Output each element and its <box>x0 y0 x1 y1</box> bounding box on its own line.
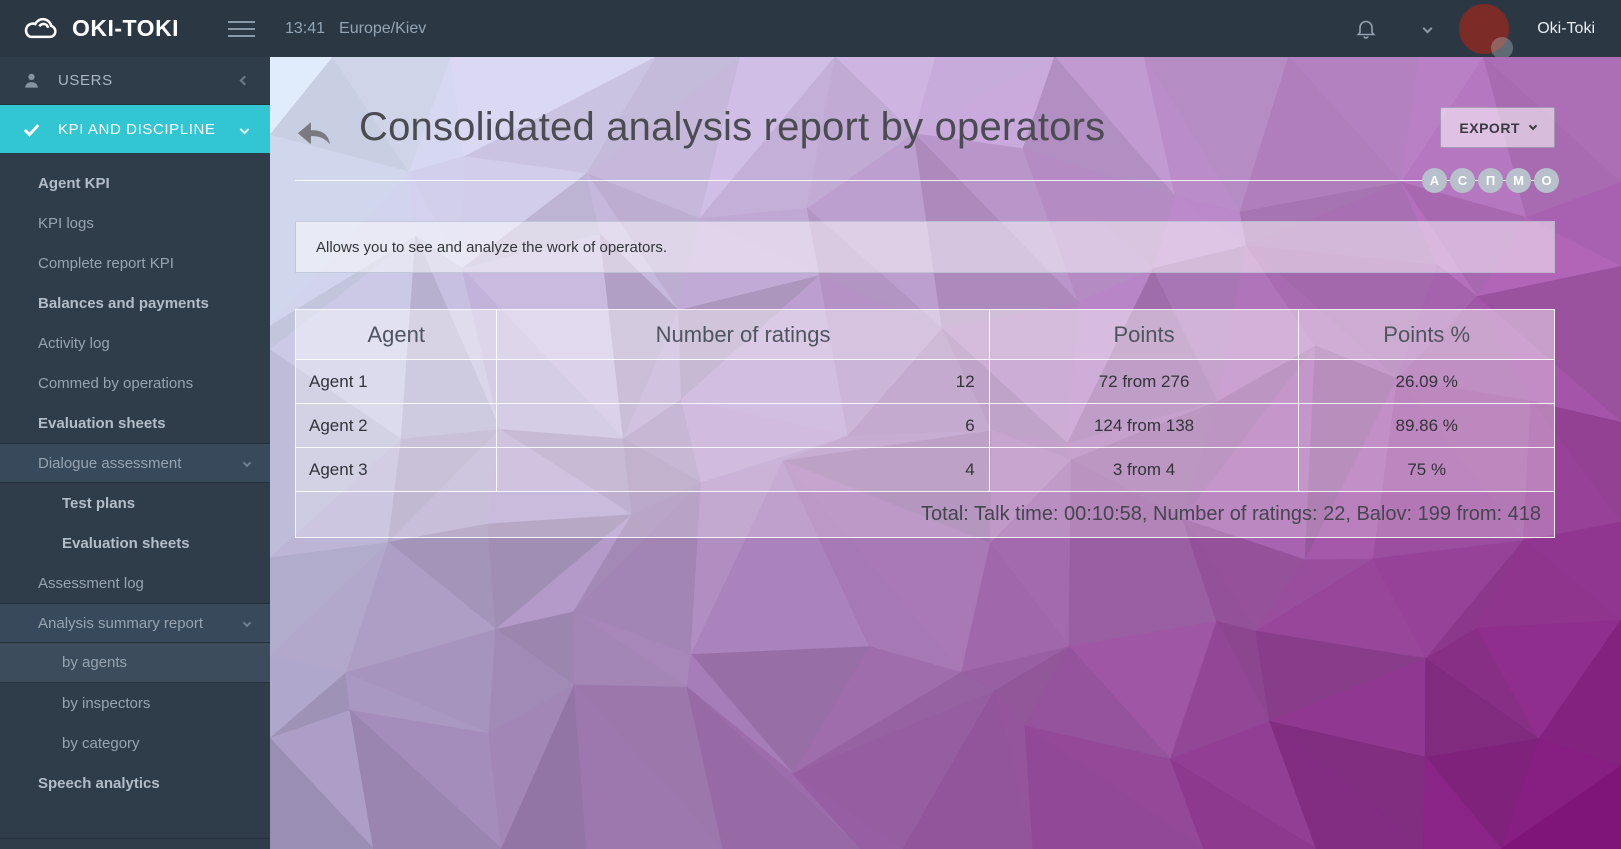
table-row: Agent 2 6 124 from 138 89.86 % <box>294 403 1555 448</box>
sidebar-item-analysis-summary-report[interactable]: Analysis summary report <box>0 603 270 643</box>
user-avatar[interactable] <box>1459 3 1514 59</box>
sidebar-item-test-plans[interactable]: Test plans <box>0 483 270 523</box>
sidebar-item-speech-analytics[interactable]: Speech analytics <box>0 763 270 803</box>
clock-timezone: Europe/Kiev <box>339 19 427 37</box>
sidebar-item-label: Assessment log <box>38 574 144 592</box>
sidebar-item-label: Test plans <box>62 494 136 512</box>
sidebar-item-label: Dialogue assessment <box>38 454 182 472</box>
sidebar-item-label: Complete report KPI <box>38 254 174 272</box>
sidebar-item-complete-report-kpi[interactable]: Complete report KPI <box>0 243 270 283</box>
notifications-bell-icon[interactable] <box>1354 17 1378 41</box>
user-menu-chevron-icon[interactable] <box>1422 23 1433 34</box>
column-header-number-of-ratings[interactable]: Number of ratings <box>496 309 990 360</box>
cell-points-percent: 89.86 % <box>1298 403 1555 448</box>
sidebar-item-agent-kpi[interactable]: Agent KPI <box>0 163 270 203</box>
sidebar-item-kpi-logs[interactable]: KPI logs <box>0 203 270 243</box>
sidebar-section-kpi-and-discipline[interactable]: KPI AND DISCIPLINE <box>0 105 270 153</box>
title-rule: А С П М О <box>295 168 1559 194</box>
sidebar-item-label: by agents <box>62 654 128 671</box>
chevron-down-icon <box>242 618 252 628</box>
chevron-down-icon <box>242 458 252 468</box>
sidebar-item-balances-and-payments[interactable]: Balances and payments <box>0 283 270 323</box>
column-header-points[interactable]: Points <box>988 309 1300 360</box>
column-header-points-percent[interactable]: Points % <box>1298 309 1555 360</box>
report-tab-badges: А С П М О <box>1422 168 1559 193</box>
report-tab-badge[interactable]: А <box>1422 168 1447 193</box>
cloud-logo-icon <box>24 17 57 38</box>
report-tab-badge[interactable]: С <box>1450 168 1475 193</box>
sidebar-item-label: Balances and payments <box>38 294 209 312</box>
brand: OKI-TOKI <box>0 15 270 42</box>
sidebar-item-label: Activity log <box>38 334 110 352</box>
cell-points: 72 from 276 <box>988 359 1300 404</box>
user-icon <box>25 73 38 88</box>
cell-points: 124 from 138 <box>988 403 1300 448</box>
clock-time: 13:41 <box>285 19 326 37</box>
table-row: Agent 3 4 3 from 4 75 % <box>294 447 1555 492</box>
sidebar-item-label: by category <box>62 734 140 752</box>
topbar: OKI-TOKI 13:41 Europe/Kiev Oki-Toki <box>0 0 1621 59</box>
sidebar-item-assessment-log[interactable]: Assessment log <box>0 563 270 603</box>
sidebar-item-evaluation-sheets[interactable]: Evaluation sheets <box>0 403 270 443</box>
sidebar-item-label: by inspectors <box>62 694 151 712</box>
export-button-label: EXPORT <box>1459 119 1520 136</box>
report-tab-badge[interactable]: П <box>1478 168 1503 193</box>
report-tab-badge[interactable]: О <box>1534 168 1559 193</box>
sidebar-item-label: Evaluation sheets <box>62 534 190 552</box>
sidebar-item-evaluation-sheets[interactable]: Evaluation sheets <box>0 523 270 563</box>
sidebar-toggle-icon[interactable] <box>228 16 255 42</box>
main-content: Consolidated analysis report by operator… <box>270 57 1621 849</box>
sidebar-item-by-agents[interactable]: by agents <box>0 643 270 683</box>
sidebar-item-by-category[interactable]: by category <box>0 723 270 763</box>
sidebar-item-commed-by-operations[interactable]: Commed by operations <box>0 363 270 403</box>
sidebar-item-label: Agent KPI <box>38 174 110 192</box>
cell-agent: Agent 3 <box>294 447 498 492</box>
username: Oki-Toki <box>1537 19 1595 37</box>
sidebar-item-label: KPI logs <box>38 214 94 232</box>
chevron-left-icon <box>239 75 250 86</box>
page-title: Consolidated analysis report by operator… <box>359 105 1106 149</box>
sidebar-divider <box>0 838 270 847</box>
sidebar-item-dialogue-assessment[interactable]: Dialogue assessment <box>0 443 270 483</box>
table-total: Total: Talk time: 00:10:58, Number of ra… <box>295 491 1555 538</box>
cell-number-of-ratings: 6 <box>496 403 990 448</box>
sidebar-item-label: Speech analytics <box>38 774 160 792</box>
info-banner-text: Allows you to see and analyze the work o… <box>316 238 668 256</box>
sidebar-section-users[interactable]: USERS <box>0 57 270 105</box>
cell-agent: Agent 1 <box>294 359 498 404</box>
cell-points-percent: 75 % <box>1298 447 1555 492</box>
cell-number-of-ratings: 12 <box>496 359 990 404</box>
column-header-agent[interactable]: Agent <box>294 309 498 360</box>
cell-number-of-ratings: 4 <box>496 447 990 492</box>
export-button[interactable]: EXPORT <box>1440 107 1555 148</box>
sidebar-item-label: Commed by operations <box>38 374 194 392</box>
sidebar-section-label: USERS <box>58 72 113 89</box>
chevron-down-icon <box>239 124 250 134</box>
report-table: Agent Number of ratings Points Points % … <box>294 309 1555 538</box>
table-total-row: Total: Talk time: 00:10:58, Number of ra… <box>295 491 1555 538</box>
sidebar-item-label: Evaluation sheets <box>38 414 166 432</box>
sidebar-item-by-inspectors[interactable]: by inspectors <box>0 683 270 723</box>
info-banner: Allows you to see and analyze the work o… <box>295 221 1555 273</box>
cell-agent: Agent 2 <box>294 403 498 448</box>
sidebar-menu: Agent KPI KPI logs Complete report KPI B… <box>0 153 270 803</box>
cell-points: 3 from 4 <box>988 447 1300 492</box>
avatar-status-dot <box>1491 36 1514 59</box>
report-tab-badge[interactable]: М <box>1506 168 1531 193</box>
table-header-row: Agent Number of ratings Points Points % <box>294 309 1555 360</box>
back-icon[interactable] <box>295 117 333 151</box>
brand-name: OKI-TOKI <box>72 15 180 41</box>
clock: 13:41 Europe/Kiev <box>285 20 426 38</box>
sidebar-section-label: KPI AND DISCIPLINE <box>58 120 216 138</box>
chevron-down-icon <box>1528 121 1538 131</box>
sidebar: USERS KPI AND DISCIPLINE Agent KPI KPI l… <box>0 57 270 849</box>
cell-points-percent: 26.09 % <box>1298 359 1555 404</box>
sidebar-item-label: Analysis summary report <box>38 614 204 632</box>
table-row: Agent 1 12 72 from 276 26.09 % <box>294 359 1555 404</box>
check-icon <box>23 123 40 137</box>
sidebar-item-activity-log[interactable]: Activity log <box>0 323 270 363</box>
